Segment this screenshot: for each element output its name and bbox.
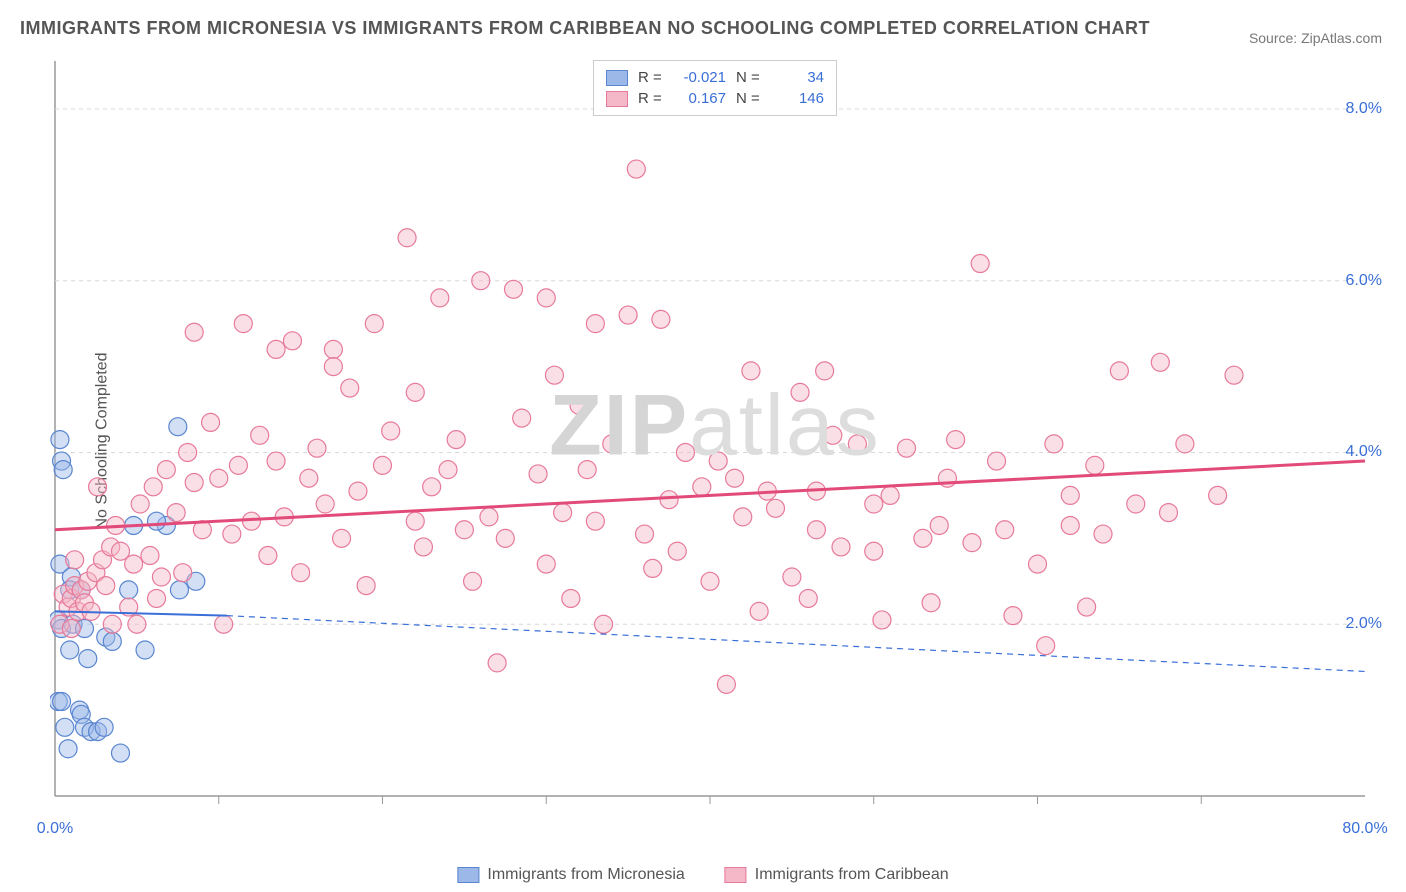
- source-value: ZipAtlas.com: [1301, 30, 1382, 46]
- legend-row-caribbean: R = 0.167 N = 146: [606, 88, 824, 109]
- legend-row-micronesia: R = -0.021 N = 34: [606, 67, 824, 88]
- r-label: R =: [638, 67, 666, 88]
- r-label: R =: [638, 88, 666, 109]
- n-label: N =: [736, 67, 764, 88]
- y-tick-label: 6.0%: [1346, 272, 1382, 290]
- correlation-legend: R = -0.021 N = 34 R = 0.167 N = 146: [593, 60, 837, 116]
- swatch-micronesia: [606, 70, 628, 86]
- r-value-caribbean: 0.167: [676, 88, 726, 109]
- n-label: N =: [736, 88, 764, 109]
- y-tick-label: 2.0%: [1346, 615, 1382, 633]
- y-tick-label: 8.0%: [1346, 100, 1382, 118]
- chart-area: No Schooling Completed ZIPatlas R = -0.0…: [50, 56, 1380, 826]
- series-legend: Immigrants from Micronesia Immigrants fr…: [457, 866, 948, 884]
- legend-item-micronesia: Immigrants from Micronesia: [457, 866, 684, 884]
- legend-label-caribbean: Immigrants from Caribbean: [755, 866, 949, 884]
- scatter-plot: [50, 56, 1380, 826]
- r-value-micronesia: -0.021: [676, 67, 726, 88]
- source-attribution: Source: ZipAtlas.com: [1249, 30, 1382, 46]
- x-tick-label: 0.0%: [37, 820, 73, 838]
- chart-title: IMMIGRANTS FROM MICRONESIA VS IMMIGRANTS…: [20, 18, 1150, 39]
- legend-label-micronesia: Immigrants from Micronesia: [487, 866, 684, 884]
- swatch-caribbean: [725, 867, 747, 883]
- swatch-caribbean: [606, 91, 628, 107]
- source-label: Source:: [1249, 30, 1297, 46]
- swatch-micronesia: [457, 867, 479, 883]
- n-value-caribbean: 146: [774, 88, 824, 109]
- legend-item-caribbean: Immigrants from Caribbean: [725, 866, 949, 884]
- n-value-micronesia: 34: [774, 67, 824, 88]
- x-tick-label: 80.0%: [1342, 820, 1387, 838]
- y-tick-label: 4.0%: [1346, 443, 1382, 461]
